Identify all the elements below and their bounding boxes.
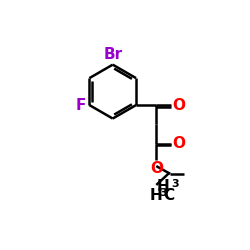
- Text: O: O: [150, 161, 163, 176]
- Text: C: C: [163, 188, 174, 203]
- Text: O: O: [172, 136, 185, 151]
- Text: O: O: [172, 98, 185, 112]
- Text: H: H: [150, 188, 163, 203]
- Text: 3: 3: [160, 188, 167, 198]
- Text: 3: 3: [171, 179, 179, 189]
- Text: Br: Br: [103, 47, 122, 62]
- Text: F: F: [76, 98, 86, 112]
- Text: H: H: [156, 179, 169, 194]
